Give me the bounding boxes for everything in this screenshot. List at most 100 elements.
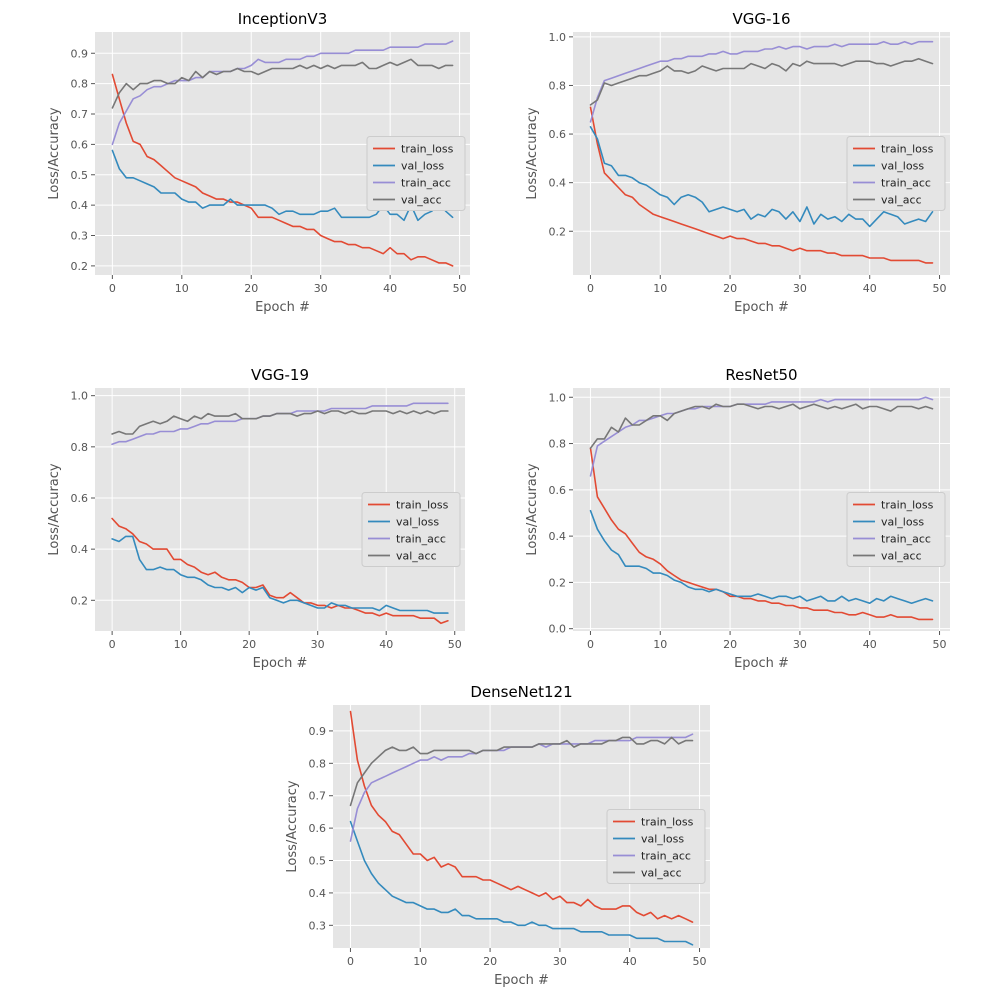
legend-label-val_acc: val_acc [881, 194, 922, 207]
legend-label-val_loss: val_loss [881, 160, 924, 173]
y-tick-label: 0.8 [549, 438, 567, 451]
series-line-val_acc [349, 736, 694, 807]
series-line-val_acc [111, 58, 454, 109]
x-axis-label: Epoch # [494, 973, 549, 988]
x-tick-label: 30 [311, 638, 325, 651]
series-line-train_loss [589, 447, 934, 621]
y-tick-label: 0.8 [549, 79, 567, 92]
x-tick-label: 20 [244, 282, 258, 295]
y-tick-label: 0.6 [549, 128, 567, 141]
series-line-val_acc [111, 410, 449, 435]
y-tick-label: 0.7 [309, 790, 327, 803]
x-tick-label: 10 [174, 638, 188, 651]
series-line-val_loss [589, 509, 934, 605]
legend-label-val_loss: val_loss [401, 160, 444, 173]
y-tick-label: 0.5 [309, 855, 327, 868]
x-tick-label: 20 [483, 955, 497, 968]
y-tick-label: 0.8 [71, 441, 89, 454]
legend-box [846, 136, 946, 211]
series-line-val_loss [589, 126, 934, 228]
y-tick-label: 0.4 [549, 177, 567, 190]
legend-label-val_loss: val_loss [641, 833, 684, 846]
y-axis-label: Loss/Accuracy [47, 463, 62, 556]
y-tick-label: 0.3 [71, 230, 89, 243]
chart-title: VGG-16 [732, 10, 790, 28]
x-tick-label: 30 [553, 955, 567, 968]
legend-box [606, 809, 706, 884]
chart-title: InceptionV3 [238, 10, 327, 28]
chart-4: 0 10 20 30 40 50 0.3 0.4 0.5 0.6 0.7 0.8 0.9 DenseNet… [285, 683, 710, 988]
legend: train_loss val_loss train_acc val_acc [606, 809, 706, 884]
legend-label-train_loss: train_loss [396, 499, 449, 512]
chart-title: DenseNet121 [470, 683, 572, 701]
x-tick-label: 30 [314, 282, 328, 295]
legend-label-val_loss: val_loss [396, 516, 439, 529]
x-tick-label: 20 [242, 638, 256, 651]
chart-1: 0 10 20 30 40 50 0.2 0.4 0.6 0.8 1.0 VGG-16 Epoch # L… [525, 10, 950, 315]
chart-title: ResNet50 [725, 366, 797, 384]
x-axis-label: Epoch # [734, 656, 789, 671]
legend-label-train_loss: train_loss [881, 499, 934, 512]
y-tick-label: 1.0 [549, 391, 567, 404]
y-tick-label: 0.8 [309, 757, 327, 770]
y-tick-label: 1.0 [71, 390, 89, 403]
y-tick-label: 0.5 [71, 169, 89, 182]
legend-label-val_acc: val_acc [401, 194, 442, 207]
y-tick-label: 0.2 [71, 594, 89, 607]
x-tick-label: 50 [933, 638, 947, 651]
y-tick-label: 0.2 [549, 225, 567, 238]
legend-label-val_acc: val_acc [881, 550, 922, 563]
x-tick-label: 40 [379, 638, 393, 651]
y-tick-label: 0.2 [71, 260, 89, 273]
series-line-val_loss [111, 149, 454, 222]
y-tick-label: 0.7 [71, 108, 89, 121]
series-line-train_loss [111, 73, 454, 267]
legend-label-train_acc: train_acc [401, 177, 451, 190]
legend-label-train_loss: train_loss [641, 816, 694, 829]
legend: train_loss val_loss train_acc val_acc [846, 136, 946, 211]
x-tick-label: 20 [723, 282, 737, 295]
x-tick-label: 0 [109, 638, 116, 651]
x-tick-label: 40 [863, 638, 877, 651]
x-tick-label: 30 [793, 638, 807, 651]
chart-title: VGG-19 [251, 366, 309, 384]
y-tick-label: 0.9 [309, 725, 327, 738]
y-tick-label: 1.0 [549, 31, 567, 44]
x-tick-label: 30 [793, 282, 807, 295]
legend-label-train_acc: train_acc [396, 533, 446, 546]
y-tick-label: 0.0 [549, 623, 567, 636]
y-tick-label: 0.9 [71, 47, 89, 60]
y-tick-label: 0.6 [71, 138, 89, 151]
series-line-train_loss [111, 517, 449, 625]
legend-box [846, 492, 946, 567]
y-axis-label: Loss/Accuracy [525, 463, 540, 556]
x-tick-label: 10 [653, 638, 667, 651]
x-axis-label: Epoch # [255, 300, 310, 315]
legend: train_loss val_loss train_acc val_acc [846, 492, 946, 567]
x-tick-label: 10 [175, 282, 189, 295]
legend-box [366, 136, 466, 211]
x-tick-label: 50 [933, 282, 947, 295]
chart-3: 0 10 20 30 40 50 0.0 0.2 0.4 0.6 0.8 1.0 ResNet50 Epo… [525, 366, 950, 671]
series-line-val_loss [111, 535, 449, 614]
x-tick-label: 20 [723, 638, 737, 651]
x-tick-label: 50 [453, 282, 467, 295]
chart-0: 0 10 20 30 40 50 0.2 0.3 0.4 0.5 0.6 0.7 0.8 0.9 Incep… [47, 10, 470, 315]
y-tick-label: 0.4 [549, 530, 567, 543]
legend-label-train_loss: train_loss [401, 143, 454, 156]
legend-label-train_acc: train_acc [881, 177, 931, 190]
x-tick-label: 10 [653, 282, 667, 295]
x-tick-label: 50 [693, 955, 707, 968]
x-tick-label: 0 [347, 955, 354, 968]
y-tick-label: 0.6 [309, 822, 327, 835]
series-line-train_acc [589, 40, 934, 123]
x-axis-label: Epoch # [253, 656, 308, 671]
x-tick-label: 50 [448, 638, 462, 651]
y-tick-label: 0.3 [309, 919, 327, 932]
legend-label-train_acc: train_acc [881, 533, 931, 546]
x-tick-label: 0 [587, 282, 594, 295]
y-tick-label: 0.4 [309, 887, 327, 900]
y-tick-label: 0.6 [549, 484, 567, 497]
series-line-val_acc [589, 403, 934, 450]
